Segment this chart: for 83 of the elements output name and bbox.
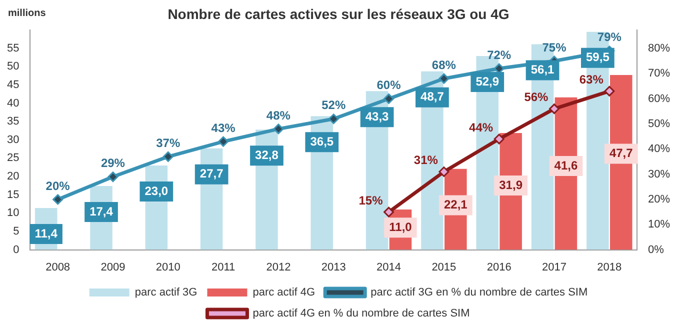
data-label: 15% xyxy=(358,193,384,208)
y-tick-label: 0 xyxy=(13,244,20,256)
x-tick-label: 2016 xyxy=(486,261,512,274)
data-label: 43,3 xyxy=(365,109,390,124)
y-tick-label: 20 xyxy=(6,170,20,183)
y2-tick-label: 30% xyxy=(648,168,670,180)
y2-tick-label: 20% xyxy=(648,193,670,206)
x-tick-label: 2015 xyxy=(432,261,456,274)
data-label: 29% xyxy=(100,156,126,170)
legend-label: parc actif 3G xyxy=(134,286,198,299)
y2-tick-label: 0% xyxy=(648,244,664,256)
y2-tick-label: 10% xyxy=(648,218,670,231)
data-label: 17,4 xyxy=(90,204,114,218)
data-label: 44% xyxy=(469,120,494,134)
y-tick-label: 5 xyxy=(13,226,20,238)
data-label: 27,7 xyxy=(200,166,224,181)
y2-tick-label: 70% xyxy=(648,68,670,80)
y-tick-label: 55 xyxy=(6,42,20,54)
data-label: 32,8 xyxy=(255,148,279,162)
data-label: 11,4 xyxy=(34,226,58,240)
data-label: 56% xyxy=(524,90,549,104)
data-label: 75% xyxy=(542,40,567,54)
x-tick-label: 2018 xyxy=(597,261,622,274)
data-label: 23,0 xyxy=(144,184,168,198)
x-tick-label: 2013 xyxy=(321,261,346,274)
point xyxy=(494,134,504,144)
y-tick-label: 15 xyxy=(6,188,20,201)
x-tick-label: 2011 xyxy=(211,261,236,274)
data-label: 20% xyxy=(46,178,70,193)
data-label: 22,1 xyxy=(444,198,468,212)
data-label: 48,7 xyxy=(420,90,444,104)
y-tick-label: 35 xyxy=(6,116,20,128)
x-tick-label: 2014 xyxy=(376,261,402,274)
x-tick-label: 2010 xyxy=(156,261,180,274)
data-label: 31% xyxy=(414,153,438,168)
data-label: 48% xyxy=(266,108,291,122)
point xyxy=(162,151,174,162)
data-label: 47,7 xyxy=(609,146,634,160)
x-tick-label: 2009 xyxy=(100,261,126,274)
y2-tick-label: 40% xyxy=(648,143,670,156)
y2-tick-label: 80% xyxy=(648,42,670,54)
data-label: 52% xyxy=(322,98,346,112)
data-label: 68% xyxy=(432,58,456,72)
data-label: 36,5 xyxy=(310,134,334,148)
data-label: 41,6 xyxy=(554,158,578,172)
y2-tick-label: 60% xyxy=(648,92,670,105)
data-label: 52,9 xyxy=(476,74,500,88)
data-label: 56,1 xyxy=(530,62,555,77)
point xyxy=(438,166,450,177)
point xyxy=(328,114,339,124)
x-tick-label: 2017 xyxy=(542,261,566,274)
data-label: 11,0 xyxy=(389,220,412,234)
legend-label: parc actif 3G en % du nombre de cartes SIM xyxy=(370,286,588,299)
y-tick-label: 25 xyxy=(6,152,20,164)
data-label: 37% xyxy=(156,136,180,150)
data-label: 60% xyxy=(376,78,402,92)
point xyxy=(604,86,615,96)
point xyxy=(218,136,229,147)
point xyxy=(438,73,450,84)
y-axis-title: millions xyxy=(8,8,46,19)
y-tick-label: 30 xyxy=(6,134,20,146)
chart-title: Nombre de cartes actives sur les réseaux 3G ou 4G xyxy=(168,6,510,22)
y2-tick-label: 50% xyxy=(648,118,670,130)
data-label: 31,9 xyxy=(499,178,523,192)
y-tick-label: 45 xyxy=(6,78,20,91)
x-tick-label: 2012 xyxy=(266,261,291,274)
point xyxy=(384,93,394,104)
y-tick-label: 40 xyxy=(6,97,20,110)
point xyxy=(52,194,64,205)
point xyxy=(548,104,560,114)
y-tick-label: 10 xyxy=(6,207,20,220)
legend-label: parc actif 4G en % du nombre de cartes SIM xyxy=(252,308,470,320)
data-label: 79% xyxy=(597,30,622,44)
data-label: 59,5 xyxy=(586,50,610,64)
y-tick-label: 50 xyxy=(6,60,20,73)
point xyxy=(384,206,394,218)
data-label: 72% xyxy=(487,48,512,62)
point xyxy=(108,172,118,182)
legend-label: parc actif 4G xyxy=(252,286,316,299)
point xyxy=(273,124,284,134)
data-label: 43% xyxy=(211,120,236,135)
data-label: 63% xyxy=(579,72,604,86)
x-tick-label: 2008 xyxy=(46,261,70,274)
